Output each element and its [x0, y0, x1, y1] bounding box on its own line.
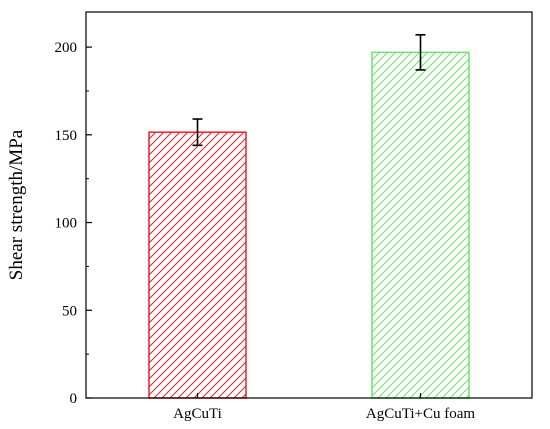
y-tick-label: 50	[62, 303, 77, 319]
bar-1	[148, 131, 247, 399]
x-axis-ticks: AgCuTi AgCuTi+Cu foam	[173, 393, 475, 422]
bar-2	[371, 51, 470, 399]
x-tick-label: AgCuTi+Cu foam	[366, 406, 476, 422]
y-tick-label: 100	[55, 216, 78, 232]
bars-group	[148, 51, 470, 399]
plot-frame	[85, 11, 533, 399]
y-tick-label: 150	[55, 128, 78, 144]
y-tick-label: 200	[55, 40, 78, 56]
error-bars-group	[192, 34, 426, 147]
x-tick-label: AgCuTi	[173, 406, 222, 422]
error-bar-1	[192, 118, 203, 147]
y-axis-ticks: 0 50 100 150 200	[55, 40, 92, 407]
y-axis-label: Shear strength/MPa	[6, 129, 27, 280]
y-tick-label: 0	[70, 391, 78, 407]
error-bar-2	[415, 34, 426, 71]
